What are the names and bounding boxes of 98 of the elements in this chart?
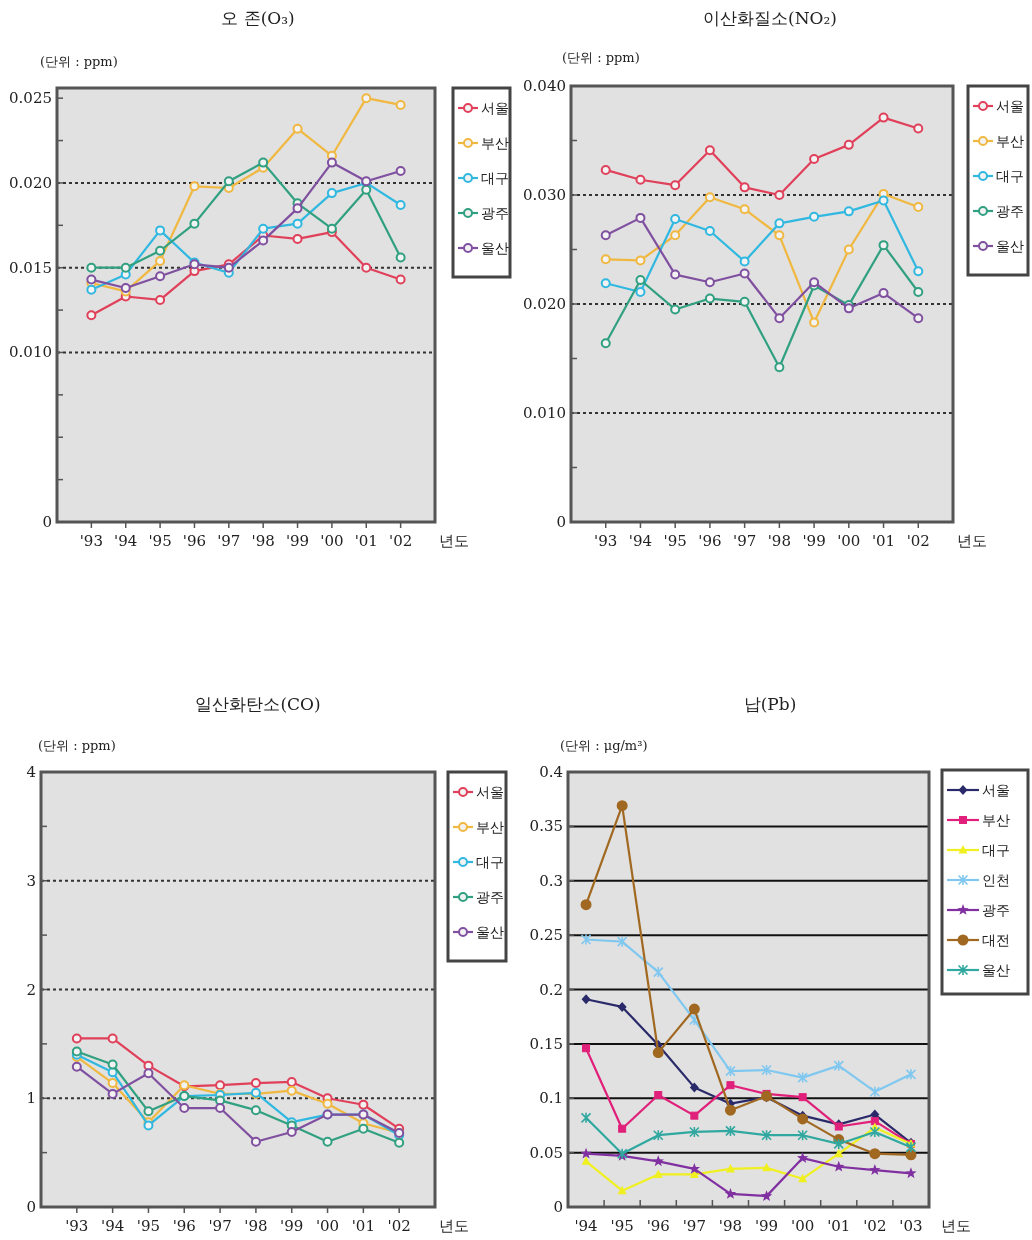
x-tick-label: '99 xyxy=(754,1217,779,1235)
legend-label: 부산 xyxy=(996,133,1024,149)
legend-label: 광주 xyxy=(996,203,1024,219)
chart-title: 납(Pb) xyxy=(743,694,797,714)
chart-title: 오 존(O₃) xyxy=(221,8,295,28)
x-tick-label: '94 xyxy=(628,532,653,550)
y-tick-label: 0.25 xyxy=(529,926,563,945)
legend-label: 울산 xyxy=(982,962,1010,978)
x-tick-label: '02 xyxy=(863,1217,887,1235)
x-tick-label: '96 xyxy=(646,1217,670,1235)
x-tick-label: '01 xyxy=(871,532,896,550)
x-tick-label: '03 xyxy=(899,1217,923,1235)
x-tick-label: '93 xyxy=(65,1217,89,1235)
legend-label: 부산 xyxy=(982,812,1010,828)
y-tick-label: 0.010 xyxy=(9,343,52,362)
legend-label: 부산 xyxy=(481,135,509,151)
legend-label: 인천 xyxy=(982,872,1010,888)
y-axis-title: (단위 : ppm) xyxy=(38,738,116,753)
x-axis-title: 년도 xyxy=(957,532,987,550)
legend-label: 서울 xyxy=(476,784,504,800)
y-tick-label: 0.3 xyxy=(539,871,563,890)
x-tick-label: '02 xyxy=(906,532,930,550)
legend-label: 광주 xyxy=(476,889,504,905)
x-tick-label: '95 xyxy=(610,1217,634,1235)
x-tick-label: '98 xyxy=(244,1217,268,1235)
x-tick-label: '98 xyxy=(718,1217,743,1235)
legend-label: 대전 xyxy=(982,932,1010,948)
legend-label: 서울 xyxy=(481,100,509,116)
y-tick-label: 0 xyxy=(553,1198,563,1216)
chart-title: 이산화질소(NO₂) xyxy=(703,8,837,28)
y-tick-label: 0.020 xyxy=(523,295,566,313)
y-tick-label: 0.025 xyxy=(9,89,52,108)
legend-label: 울산 xyxy=(481,240,509,256)
y-tick-label: 0.015 xyxy=(9,258,52,277)
x-tick-label: '95 xyxy=(663,532,687,550)
legend-label: 대구 xyxy=(481,170,509,186)
x-tick-label: '00 xyxy=(315,1217,340,1235)
x-tick-label: '01 xyxy=(354,532,378,550)
x-tick-label: '99 xyxy=(285,532,310,550)
x-tick-label: '93 xyxy=(594,532,618,550)
y-tick-label: 0.1 xyxy=(539,1089,563,1108)
y-tick-label: 0.040 xyxy=(523,77,566,95)
chart-title: 일산화탄소(CO) xyxy=(195,694,321,714)
x-axis-title: 년도 xyxy=(439,532,469,550)
x-tick-label: '96 xyxy=(698,532,722,550)
y-axis-title: (단위 : ppm) xyxy=(40,54,118,69)
legend-label: 대구 xyxy=(476,854,504,870)
x-tick-label: '97 xyxy=(217,532,241,550)
y-tick-label: 0.020 xyxy=(9,173,52,192)
y-tick-label: 0.15 xyxy=(529,1034,563,1053)
legend-label: 대구 xyxy=(982,842,1010,858)
legend-label: 광주 xyxy=(481,205,509,221)
x-axis-title: 년도 xyxy=(439,1217,469,1235)
x-tick-label: '97 xyxy=(208,1217,232,1235)
x-tick-label: '98 xyxy=(251,532,275,550)
x-tick-label: '96 xyxy=(182,532,207,550)
x-tick-label: '02 xyxy=(387,1217,411,1235)
legend-label: 광주 xyxy=(982,902,1010,918)
x-tick-label: '00 xyxy=(791,1217,815,1235)
x-tick-label: '94 xyxy=(114,532,138,550)
y-axis-title: (단위 : μg/m³) xyxy=(560,738,648,753)
y-tick-label: 0 xyxy=(556,513,566,531)
y-axis-title: (단위 : ppm) xyxy=(562,50,640,65)
legend-label: 울산 xyxy=(476,924,504,940)
x-axis-title: 년도 xyxy=(941,1217,971,1235)
x-tick-label: '96 xyxy=(172,1217,196,1235)
x-tick-label: '95 xyxy=(136,1217,161,1235)
y-tick-label: 0 xyxy=(26,1198,36,1216)
x-tick-label: '00 xyxy=(320,532,344,550)
y-tick-label: 0.05 xyxy=(529,1143,563,1162)
legend-label: 대구 xyxy=(996,168,1024,184)
y-tick-label: 0.030 xyxy=(523,186,566,204)
x-tick-label: '99 xyxy=(802,532,826,550)
legend-label: 서울 xyxy=(982,782,1010,798)
y-tick-label: 0.4 xyxy=(539,763,563,781)
x-tick-label: '95 xyxy=(148,532,172,550)
legend-label: 울산 xyxy=(996,238,1024,254)
x-tick-label: '98 xyxy=(767,532,791,550)
y-tick-label: 0.35 xyxy=(529,817,563,836)
x-tick-label: '97 xyxy=(733,532,757,550)
x-tick-label: '02 xyxy=(389,532,413,550)
legend-label: 부산 xyxy=(476,819,504,835)
legend-label: 서울 xyxy=(996,98,1024,114)
x-tick-label: '93 xyxy=(79,532,103,550)
y-tick-label: 0 xyxy=(42,513,52,531)
y-tick-label: 0.010 xyxy=(523,404,566,422)
x-tick-label: '99 xyxy=(280,1217,304,1235)
x-tick-label: '97 xyxy=(682,1217,706,1235)
x-tick-label: '94 xyxy=(101,1217,125,1235)
y-tick-label: 1 xyxy=(26,1089,36,1108)
y-tick-label: 0.2 xyxy=(539,980,563,999)
x-tick-label: '00 xyxy=(837,532,861,550)
y-tick-label: 2 xyxy=(26,980,36,999)
x-tick-label: '01 xyxy=(351,1217,375,1235)
x-tick-label: '94 xyxy=(574,1217,598,1235)
y-tick-label: 3 xyxy=(26,871,36,890)
x-tick-label: '01 xyxy=(827,1217,851,1235)
y-tick-label: 4 xyxy=(26,763,36,781)
